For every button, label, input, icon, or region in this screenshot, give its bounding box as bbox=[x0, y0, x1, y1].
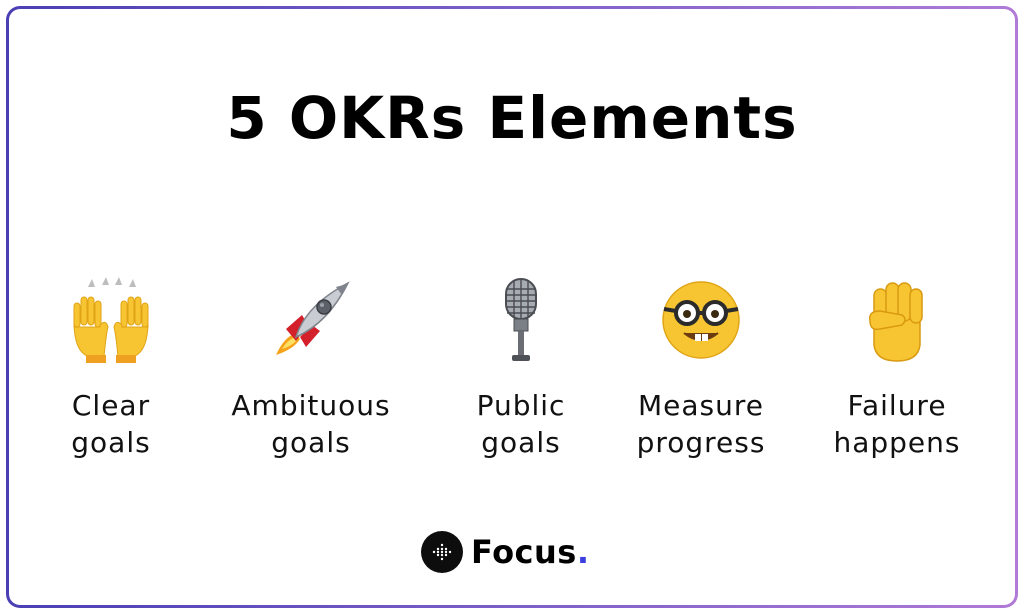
element-label-line1: Measure bbox=[638, 389, 764, 422]
element-failure-happens: Failure happens bbox=[797, 275, 997, 461]
element-label-line2: goals bbox=[481, 426, 561, 459]
element-label-line1: Public bbox=[476, 389, 566, 422]
element-label-line2: goals bbox=[271, 426, 351, 459]
raising-hands-icon bbox=[73, 277, 149, 363]
brand-logo: Focus . bbox=[421, 529, 589, 575]
nerd-face-icon bbox=[662, 281, 740, 359]
element-ambituous-goals: Ambituous goals bbox=[211, 275, 411, 461]
microphone-icon bbox=[505, 278, 537, 361]
element-measure-progress: Measure progress bbox=[601, 275, 801, 461]
card-frame: 5 OKRs Elements bbox=[6, 6, 1018, 608]
rocket-icon bbox=[276, 281, 350, 355]
element-label-line2: progress bbox=[636, 426, 766, 459]
brand-name: Focus bbox=[471, 533, 577, 571]
brand-dot: . bbox=[576, 533, 589, 571]
dot-grid-logo-icon bbox=[421, 531, 463, 573]
element-label-line1: Ambituous bbox=[231, 389, 391, 422]
page-title: 5 OKRs Elements bbox=[226, 84, 798, 152]
card: 5 OKRs Elements bbox=[9, 9, 1015, 605]
element-label-line1: Clear bbox=[71, 389, 151, 422]
element-public-goals: Public goals bbox=[421, 275, 621, 461]
raised-fist-icon bbox=[868, 282, 923, 362]
element-clear-goals: Clear goals bbox=[11, 275, 211, 461]
element-label-line2: happens bbox=[833, 426, 961, 459]
element-label-line2: goals bbox=[71, 426, 151, 459]
element-label-line1: Failure bbox=[847, 389, 947, 422]
